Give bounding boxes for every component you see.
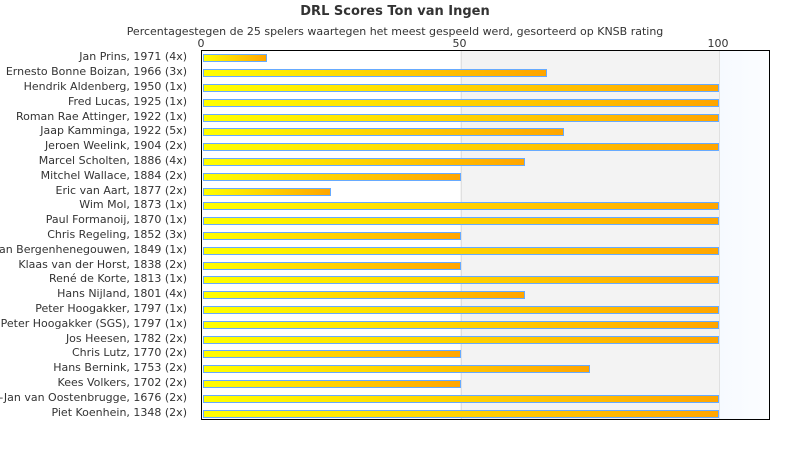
bar	[203, 276, 719, 285]
category-label: Roman Rae Attinger, 1922 (1x)	[15, 109, 187, 123]
bar	[203, 143, 719, 152]
bar	[203, 202, 719, 211]
category-label: Chris Lutz, 1770 (2x)	[71, 346, 187, 360]
bar	[203, 113, 719, 122]
category-label: René de Korte, 1813 (1x)	[49, 272, 187, 286]
bar	[203, 409, 719, 418]
x-tick-label: 100	[707, 37, 729, 50]
bar	[203, 306, 719, 314]
bar	[203, 394, 719, 403]
category-label: van Bergenhenegouwen, 1849 (1x)	[0, 242, 187, 256]
category-label: Eric van Aart, 1877 (2x)	[55, 183, 187, 197]
bar	[203, 54, 267, 63]
gridline	[460, 51, 462, 419]
category-label: Hendrik Aldenberg, 1950 (1x)	[23, 80, 187, 93]
bar	[203, 128, 564, 137]
bar	[203, 335, 719, 344]
x-tick-label: 50	[452, 37, 467, 50]
category-label: Jos Heesen, 1782 (2x)	[65, 331, 187, 345]
category-label: t-Jan van Oostenbrugge, 1676 (2x)	[0, 390, 187, 404]
category-label: Klaas van der Horst, 1838 (2x)	[18, 257, 187, 271]
category-label: Mitchel Wallace, 1884 (2x)	[40, 168, 187, 182]
category-label: Ernesto Bonne Boizan, 1966 (3x)	[5, 65, 187, 79]
bar	[203, 320, 719, 329]
bar	[203, 98, 719, 107]
category-label: Marcel Scholten, 1886 (4x)	[38, 154, 187, 167]
category-label: Peter Hoogakker (SGS), 1797 (1x)	[0, 316, 187, 330]
bar	[203, 365, 590, 374]
bar	[203, 350, 461, 359]
bar	[203, 217, 719, 226]
gridline	[719, 51, 720, 419]
category-label: Hans Nijland, 1801 (4x)	[57, 287, 187, 301]
plot-area	[201, 50, 770, 420]
category-label: Fred Lucas, 1925 (1x)	[67, 94, 187, 108]
x-tick-label: 0	[197, 37, 205, 50]
category-label: Jaap Kamminga, 1922 (5x)	[40, 124, 187, 138]
bar	[203, 246, 719, 255]
category-label: Piet Koenhein, 1348 (2x)	[51, 405, 187, 419]
bar	[203, 232, 461, 240]
category-label: Kees Volkers, 1702 (2x)	[57, 376, 187, 389]
bar	[203, 380, 461, 388]
bar	[203, 187, 332, 196]
bar	[203, 291, 526, 300]
bar	[203, 69, 547, 78]
category-label: Jeroen Weelink, 1904 (2x)	[44, 139, 187, 153]
category-label: Peter Hoogakker, 1797 (1x)	[35, 302, 187, 315]
category-label: Chris Regeling, 1852 (3x)	[47, 228, 187, 241]
category-label: Paul Formanoij, 1870 (1x)	[45, 213, 187, 227]
bar	[203, 261, 461, 270]
bar	[203, 84, 719, 92]
chart-subtitle: Percentagestegen de 25 spelers waartegen…	[126, 25, 664, 38]
chart-title: DRL Scores Ton van Ingen	[300, 4, 490, 19]
bar	[203, 172, 461, 181]
category-label: Hans Bernink, 1753 (2x)	[53, 361, 187, 375]
bar	[203, 158, 526, 166]
category-label: Jan Prins, 1971 (4x)	[79, 50, 187, 64]
category-label: Wim Mol, 1873 (1x)	[79, 198, 187, 212]
